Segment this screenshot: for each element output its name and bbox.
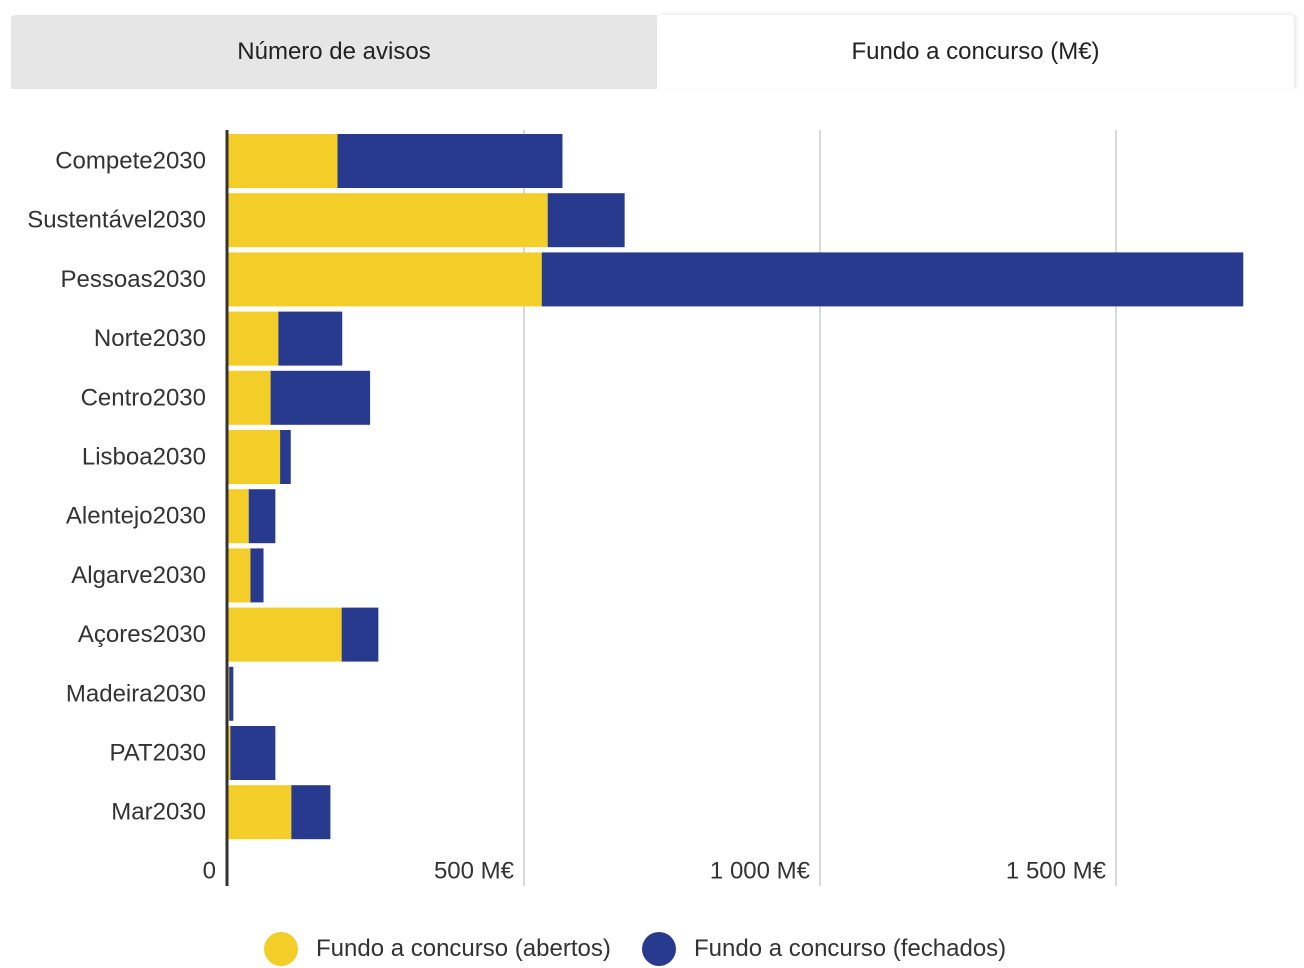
category-label-pat2030: PAT2030 [109,740,206,767]
bar-pessoas2030-fechados[interactable] [541,252,1244,307]
bar-algarve2030-abertos[interactable] [228,548,251,603]
category-label-centro2030: Centro2030 [81,384,206,411]
tab-numero-de-avisos[interactable]: Número de avisos [11,15,657,89]
legend-label-abertos: Fundo a concurso (abertos) [316,935,611,962]
bar-lisboa2030-abertos[interactable] [228,430,281,484]
bar-madeira2030-abertos[interactable] [228,666,230,721]
bar-alentejo2030-abertos[interactable] [228,489,249,544]
x-tick-label-1000: 1 000 M€ [710,858,811,885]
bar-compete2030-abertos[interactable] [228,134,338,188]
bar-norte2030-abertos[interactable] [228,311,279,366]
legend: Fundo a concurso (abertos) Fundo a concu… [0,930,1304,968]
bar-mar2030-fechados[interactable] [291,785,331,840]
bar-pessoas2030-abertos[interactable] [228,252,542,307]
category-label-acores2030: Açores2030 [78,621,206,648]
x-tick-label-1500: 1 500 M€ [1006,858,1107,885]
x-tick-labels: 0 500 M€ 1 000 M€ 1 500 M€ [203,858,1107,885]
bar-mar2030-abertos[interactable] [228,785,292,840]
bar-sustentavel2030-fechados[interactable] [547,193,625,248]
category-label-sustentavel2030: Sustentável2030 [27,207,206,234]
legend-swatch-fechados [642,932,676,966]
legend-swatch-abertos [264,932,298,966]
category-label-madeira2030: Madeira2030 [66,680,206,707]
tab-fundo-a-concurso[interactable]: Fundo a concurso (M€) [657,15,1294,89]
bar-sustentavel2030-abertos[interactable] [228,193,548,248]
category-label-mar2030: Mar2030 [111,799,206,826]
bar-centro2030-fechados[interactable] [270,370,371,425]
bar-acores2030-abertos[interactable] [228,607,342,662]
bar-alentejo2030-fechados[interactable] [248,489,276,544]
bar-algarve2030-fechados[interactable] [250,548,264,603]
bar-madeira2030-fechados[interactable] [229,666,234,721]
bar-pat2030-fechados[interactable] [230,726,276,780]
category-label-compete2030: Compete2030 [55,148,206,175]
category-label-pessoas2030: Pessoas2030 [61,266,206,293]
category-label-algarve2030: Algarve2030 [71,562,206,589]
bar-pat2030-abertos[interactable] [228,726,231,780]
category-labels: Compete2030 Sustentável2030 Pessoas2030 Nor… [27,148,206,826]
tab-bar: Número de avisos Fundo a concurso (M€) [11,15,1294,89]
bar-norte2030-fechados[interactable] [278,311,343,366]
x-tick-label-0: 0 [203,858,216,885]
legend-label-fechados: Fundo a concurso (fechados) [694,935,1007,962]
x-tick-label-500: 500 M€ [434,858,515,885]
category-label-norte2030: Norte2030 [94,325,206,352]
bar-compete2030-fechados[interactable] [337,134,563,188]
bar-acores2030-fechados[interactable] [341,607,379,662]
bar-chart: Compete2030 Sustentável2030 Pessoas2030 Nor… [27,130,1244,886]
bars [228,134,1244,840]
bar-centro2030-abertos[interactable] [228,370,271,425]
category-label-alentejo2030: Alentejo2030 [66,503,206,530]
bar-lisboa2030-fechados[interactable] [280,430,291,484]
legend-item-abertos[interactable]: Fundo a concurso (abertos) [264,930,611,968]
category-label-lisboa2030: Lisboa2030 [82,444,206,471]
legend-item-fechados[interactable]: Fundo a concurso (fechados) [642,930,1006,968]
